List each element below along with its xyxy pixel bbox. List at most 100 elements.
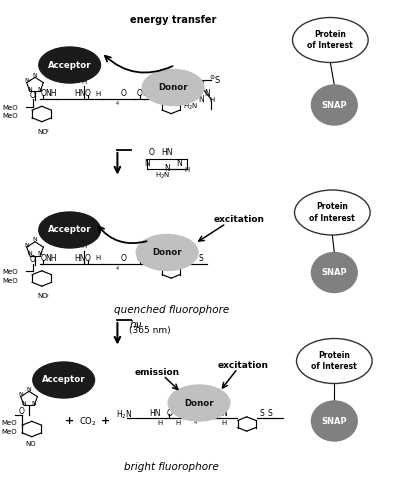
Text: NH: NH — [46, 90, 57, 98]
Text: bright fluorophore: bright fluorophore — [124, 462, 219, 472]
Text: O: O — [41, 254, 46, 263]
Text: H: H — [184, 167, 190, 173]
Text: SNAP: SNAP — [322, 100, 347, 110]
Text: SNAP: SNAP — [322, 268, 347, 277]
Text: S: S — [199, 254, 203, 263]
Text: N: N — [38, 251, 43, 256]
Text: H$_2$N: H$_2$N — [155, 171, 170, 181]
Ellipse shape — [39, 212, 100, 248]
Text: energy transfer: energy transfer — [130, 15, 217, 25]
Ellipse shape — [136, 234, 198, 270]
Text: S: S — [267, 408, 272, 418]
Text: S: S — [187, 254, 191, 263]
Text: O: O — [166, 408, 172, 418]
FancyArrowPatch shape — [199, 225, 224, 241]
Text: H: H — [209, 97, 215, 103]
Text: Acceptor: Acceptor — [48, 226, 92, 234]
Text: excitation: excitation — [213, 216, 264, 224]
Text: N: N — [164, 164, 170, 173]
Text: O: O — [121, 90, 126, 98]
Text: O: O — [121, 254, 126, 263]
Text: HN: HN — [162, 148, 173, 157]
Ellipse shape — [33, 362, 95, 398]
Text: NO: NO — [38, 293, 49, 299]
Text: MeO: MeO — [3, 105, 18, 111]
Text: O: O — [148, 148, 154, 157]
Text: Acceptor: Acceptor — [48, 60, 92, 70]
FancyArrowPatch shape — [105, 56, 173, 72]
Text: SNAP: SNAP — [322, 416, 347, 426]
Text: N: N — [24, 242, 29, 248]
Text: Donor: Donor — [152, 248, 182, 257]
Text: O: O — [30, 255, 35, 264]
Text: CO$_2$: CO$_2$ — [79, 415, 96, 428]
Text: O: O — [137, 90, 142, 98]
Text: H: H — [158, 420, 163, 426]
Text: $_2$: $_2$ — [45, 128, 49, 135]
Text: N: N — [18, 392, 23, 397]
Ellipse shape — [142, 70, 204, 106]
Text: emission: emission — [135, 368, 180, 377]
Text: HN: HN — [74, 254, 85, 263]
Text: NH: NH — [46, 254, 57, 263]
Text: O: O — [85, 90, 91, 98]
Text: MeO: MeO — [1, 420, 17, 426]
Text: quenched fluorophore: quenched fluorophore — [113, 305, 229, 315]
Text: O: O — [137, 254, 142, 263]
Ellipse shape — [311, 401, 357, 441]
Text: N: N — [21, 400, 26, 406]
Text: $_2$: $_2$ — [45, 292, 49, 300]
Text: N: N — [33, 73, 37, 78]
FancyArrowPatch shape — [98, 226, 146, 243]
Text: N: N — [176, 159, 182, 168]
Text: N: N — [27, 251, 32, 256]
Text: $_4$: $_4$ — [193, 419, 197, 427]
Text: $^{\ominus}$S: $^{\ominus}$S — [209, 74, 221, 86]
Text: O: O — [213, 408, 218, 418]
Text: C: C — [182, 90, 188, 98]
Ellipse shape — [39, 47, 100, 83]
Text: NO: NO — [26, 441, 37, 447]
Text: N: N — [204, 88, 210, 98]
Text: NO: NO — [38, 128, 49, 134]
Text: N: N — [24, 78, 29, 83]
Text: Acceptor: Acceptor — [42, 376, 86, 384]
Text: MeO: MeO — [3, 278, 18, 284]
Text: N: N — [193, 88, 199, 98]
Text: H: H — [221, 420, 226, 426]
Text: MeO: MeO — [1, 428, 17, 434]
Text: H: H — [81, 244, 86, 250]
Text: $_4$: $_4$ — [115, 100, 120, 108]
Text: Donor: Donor — [158, 83, 188, 92]
Text: N: N — [198, 80, 204, 90]
Text: N: N — [144, 159, 150, 168]
Text: O: O — [187, 88, 193, 97]
Text: +: + — [101, 416, 110, 426]
Text: Protein
of Interest: Protein of Interest — [310, 202, 355, 222]
FancyArrowPatch shape — [222, 370, 236, 388]
Text: HN: HN — [150, 408, 161, 418]
Text: N: N — [27, 86, 32, 92]
Text: H: H — [81, 79, 86, 85]
Text: MeO: MeO — [3, 114, 18, 119]
Text: MeO: MeO — [3, 270, 18, 276]
Text: $_4$: $_4$ — [115, 264, 120, 273]
Text: hν: hν — [129, 320, 142, 330]
Text: NH: NH — [143, 90, 154, 98]
Text: N: N — [221, 408, 226, 418]
Text: H: H — [95, 91, 101, 97]
Text: O: O — [198, 408, 204, 418]
FancyArrowPatch shape — [165, 378, 178, 390]
Text: N: N — [27, 387, 31, 392]
Text: excitation: excitation — [217, 360, 268, 370]
Ellipse shape — [168, 385, 230, 421]
Text: NH: NH — [143, 254, 154, 263]
Ellipse shape — [293, 18, 368, 62]
Ellipse shape — [311, 85, 357, 125]
Text: O: O — [85, 254, 91, 263]
Ellipse shape — [311, 252, 357, 292]
Text: Protein
of Interest: Protein of Interest — [308, 30, 353, 50]
Text: H$_2$N: H$_2$N — [116, 409, 133, 421]
Text: O: O — [41, 90, 46, 98]
Text: H$_2$N: H$_2$N — [183, 102, 198, 112]
